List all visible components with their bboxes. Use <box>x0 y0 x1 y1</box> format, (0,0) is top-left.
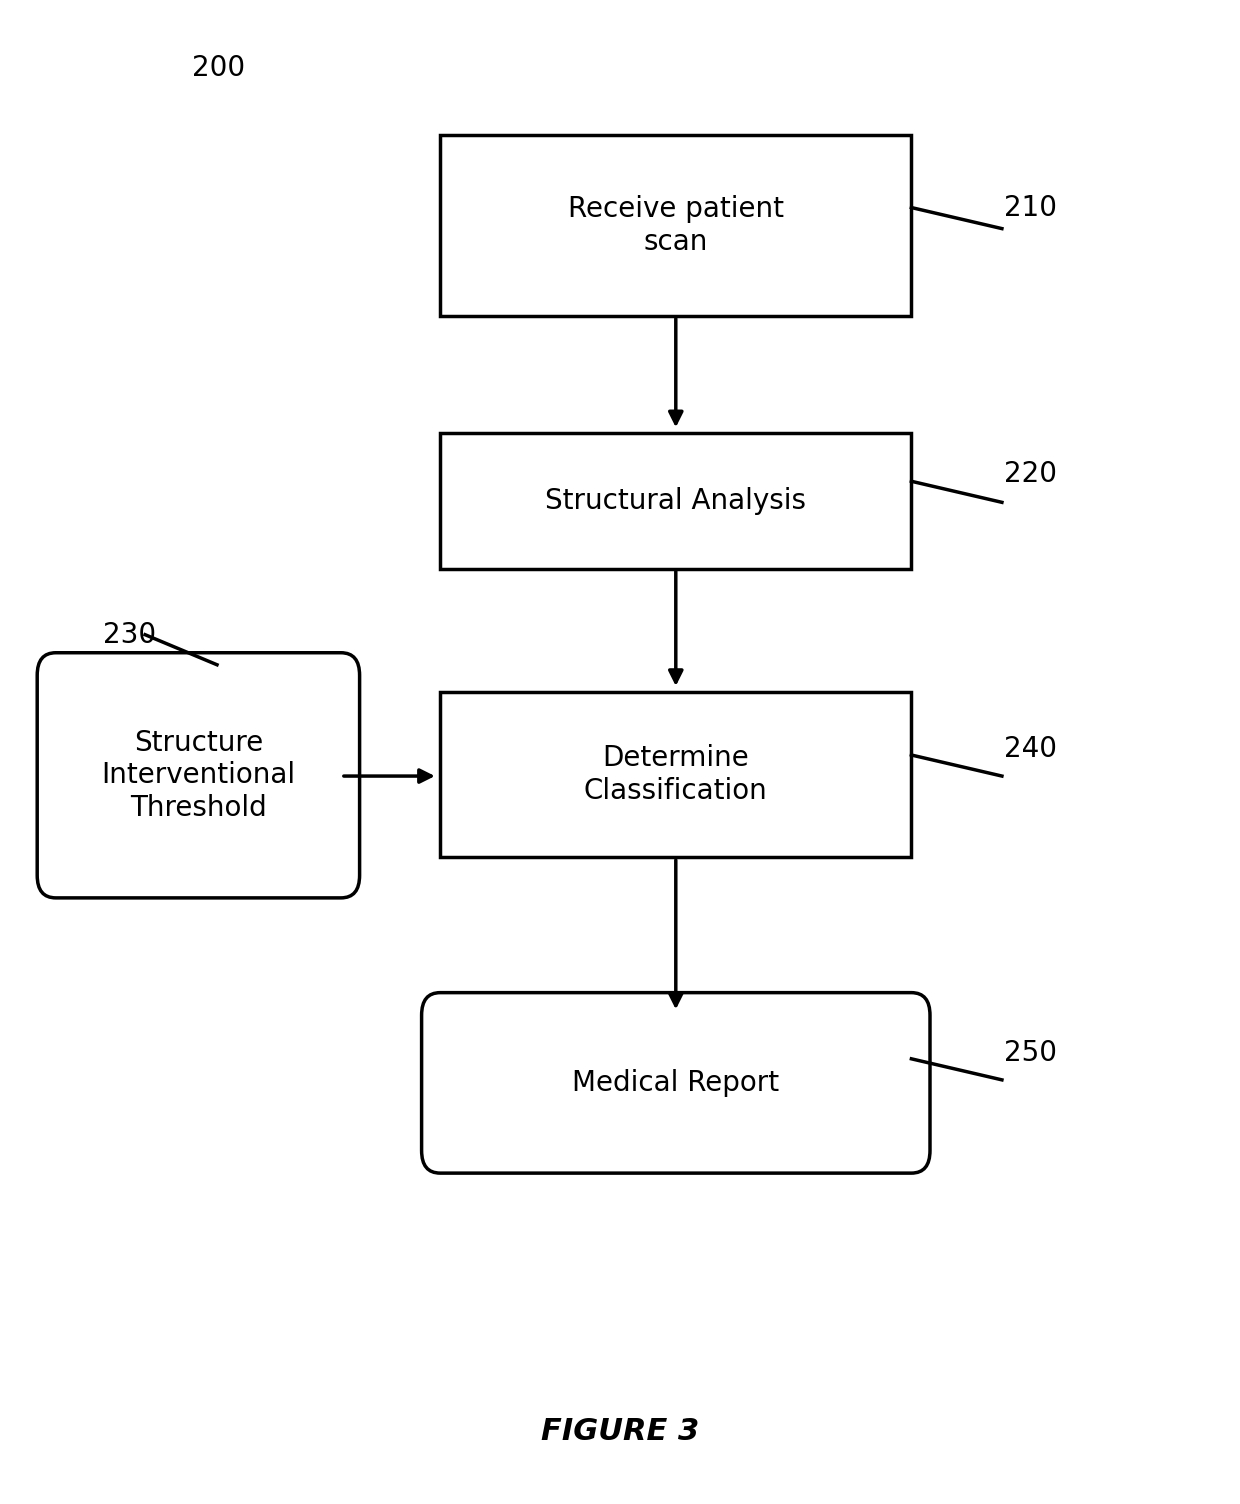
Text: Receive patient
scan: Receive patient scan <box>568 196 784 256</box>
Text: 200: 200 <box>192 54 246 81</box>
Text: Structure
Interventional
Threshold: Structure Interventional Threshold <box>102 729 295 821</box>
FancyBboxPatch shape <box>440 692 911 857</box>
Text: 250: 250 <box>1004 1039 1058 1066</box>
Text: Structural Analysis: Structural Analysis <box>546 487 806 514</box>
Text: 220: 220 <box>1004 460 1058 487</box>
Text: Medical Report: Medical Report <box>572 1069 780 1096</box>
Text: 210: 210 <box>1004 194 1058 221</box>
Text: FIGURE 3: FIGURE 3 <box>541 1417 699 1447</box>
FancyBboxPatch shape <box>440 433 911 569</box>
Text: Determine
Classification: Determine Classification <box>584 744 768 805</box>
FancyBboxPatch shape <box>422 993 930 1173</box>
Text: 240: 240 <box>1004 735 1058 763</box>
Text: 230: 230 <box>103 621 156 648</box>
FancyBboxPatch shape <box>440 135 911 316</box>
FancyBboxPatch shape <box>37 653 360 898</box>
